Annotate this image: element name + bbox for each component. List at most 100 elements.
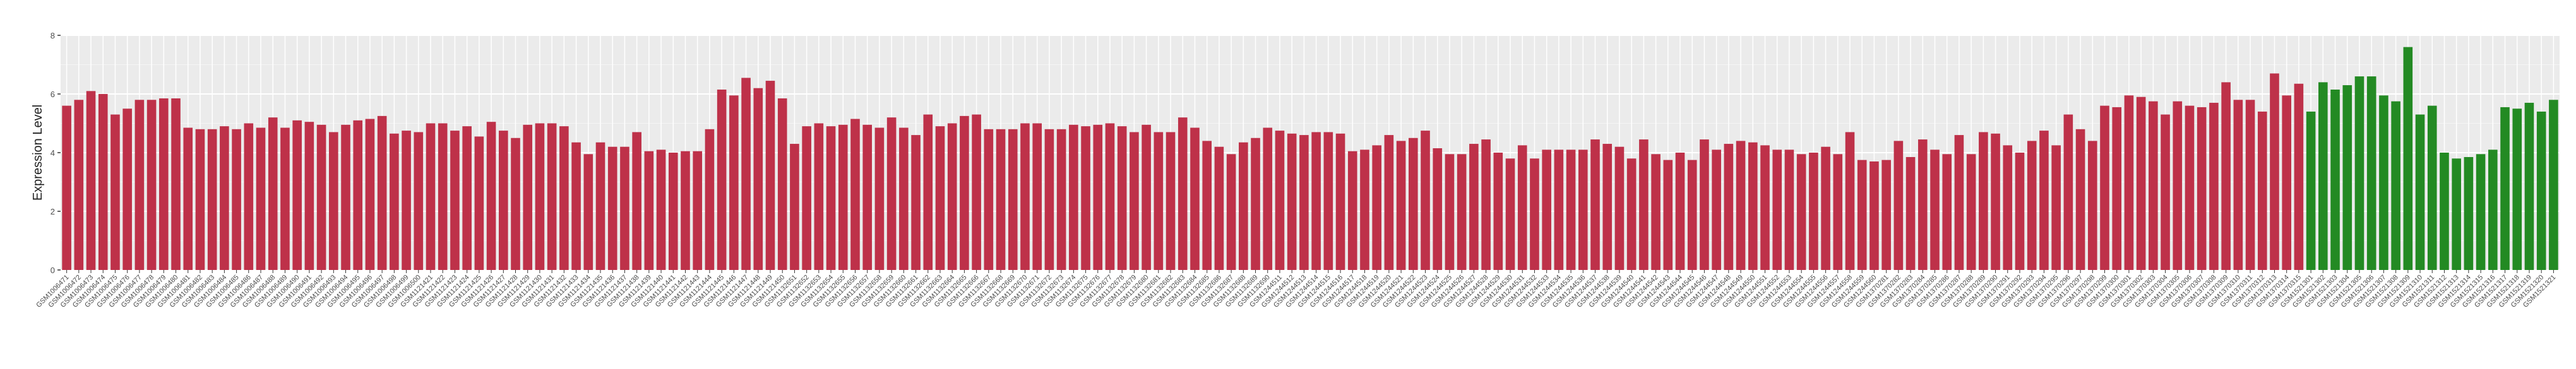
bar (2330, 90, 2340, 270)
bar (717, 90, 727, 270)
bar (1675, 153, 1685, 270)
bar (1117, 126, 1127, 270)
bar (438, 123, 448, 270)
bar (122, 108, 132, 270)
bar (2039, 131, 2049, 270)
y-tick-label: 4 (51, 148, 55, 158)
bar (1542, 149, 1551, 270)
bar (1469, 144, 1479, 270)
bar (1712, 149, 1721, 270)
bar (1190, 127, 1200, 270)
bar (1857, 160, 1867, 270)
bar (1069, 124, 1078, 270)
bar (2415, 114, 2425, 270)
bar (1032, 123, 1042, 270)
bar (171, 98, 181, 270)
bar (1736, 141, 1746, 270)
bar (2366, 76, 2376, 270)
bar (984, 129, 994, 270)
bar (523, 124, 533, 270)
bar (1554, 149, 1564, 270)
bar (1663, 160, 1673, 270)
bar (2087, 141, 2097, 270)
bar (2403, 47, 2413, 270)
bar (741, 78, 751, 271)
bar (1396, 141, 1406, 270)
bar (2294, 83, 2304, 270)
bar (195, 129, 205, 270)
bar (1505, 158, 1515, 270)
bar (2221, 82, 2231, 270)
bar (571, 142, 581, 270)
bar (1809, 153, 1818, 270)
bar (1166, 132, 1176, 270)
bar (377, 115, 387, 270)
bar (972, 114, 981, 270)
bar (1372, 145, 1381, 270)
bar (232, 129, 241, 270)
bar (146, 100, 157, 271)
bar (1796, 154, 1806, 270)
bar (62, 105, 71, 270)
bar (2173, 101, 2183, 270)
bar (753, 88, 763, 270)
bar (2524, 102, 2534, 270)
bar (1784, 149, 1794, 270)
bar (2379, 95, 2388, 270)
bar (1626, 158, 1637, 270)
bar (1093, 124, 1103, 270)
bar (183, 127, 193, 270)
bar (486, 122, 496, 270)
bar (474, 136, 484, 270)
bar (1239, 142, 1248, 270)
y-tick-label: 8 (51, 31, 55, 40)
bar (1202, 141, 1212, 270)
bar (960, 115, 969, 270)
bar (2549, 100, 2558, 271)
bar (1578, 149, 1588, 270)
bar (947, 123, 957, 270)
bar (535, 123, 545, 270)
bar (1130, 132, 1139, 270)
bar (681, 151, 690, 270)
bar (1917, 139, 1928, 270)
bar (244, 123, 254, 270)
bar (1008, 129, 1018, 270)
bar (2500, 107, 2510, 271)
bar (911, 135, 921, 270)
bar (874, 127, 885, 270)
bar (2161, 114, 2170, 270)
bar (935, 126, 945, 270)
bar (2149, 101, 2158, 270)
bar (923, 114, 933, 270)
bar (2197, 107, 2207, 271)
bar (268, 117, 278, 270)
bar (1105, 123, 1115, 270)
bar (644, 151, 654, 270)
bar (1530, 158, 1539, 270)
bar (98, 94, 108, 270)
y-tick-label: 2 (51, 207, 55, 216)
bar (1724, 144, 1734, 270)
bar (2136, 97, 2146, 270)
bar (2112, 107, 2122, 271)
bar (656, 149, 666, 270)
bar (668, 153, 678, 270)
bar (1869, 161, 1879, 270)
y-tick-label: 0 (51, 266, 55, 275)
bar (1930, 149, 1940, 270)
bar (2391, 101, 2400, 270)
bar (826, 126, 836, 270)
bar (462, 126, 472, 270)
bar (2536, 111, 2546, 270)
bar (1457, 154, 1467, 270)
bar (1893, 141, 1904, 270)
bar (838, 124, 848, 270)
bar (134, 100, 145, 271)
bar (2354, 76, 2364, 270)
bar (511, 138, 520, 270)
bar (2282, 95, 2291, 270)
bar (1748, 142, 1758, 270)
bar (729, 95, 739, 270)
bar (2185, 105, 2195, 270)
